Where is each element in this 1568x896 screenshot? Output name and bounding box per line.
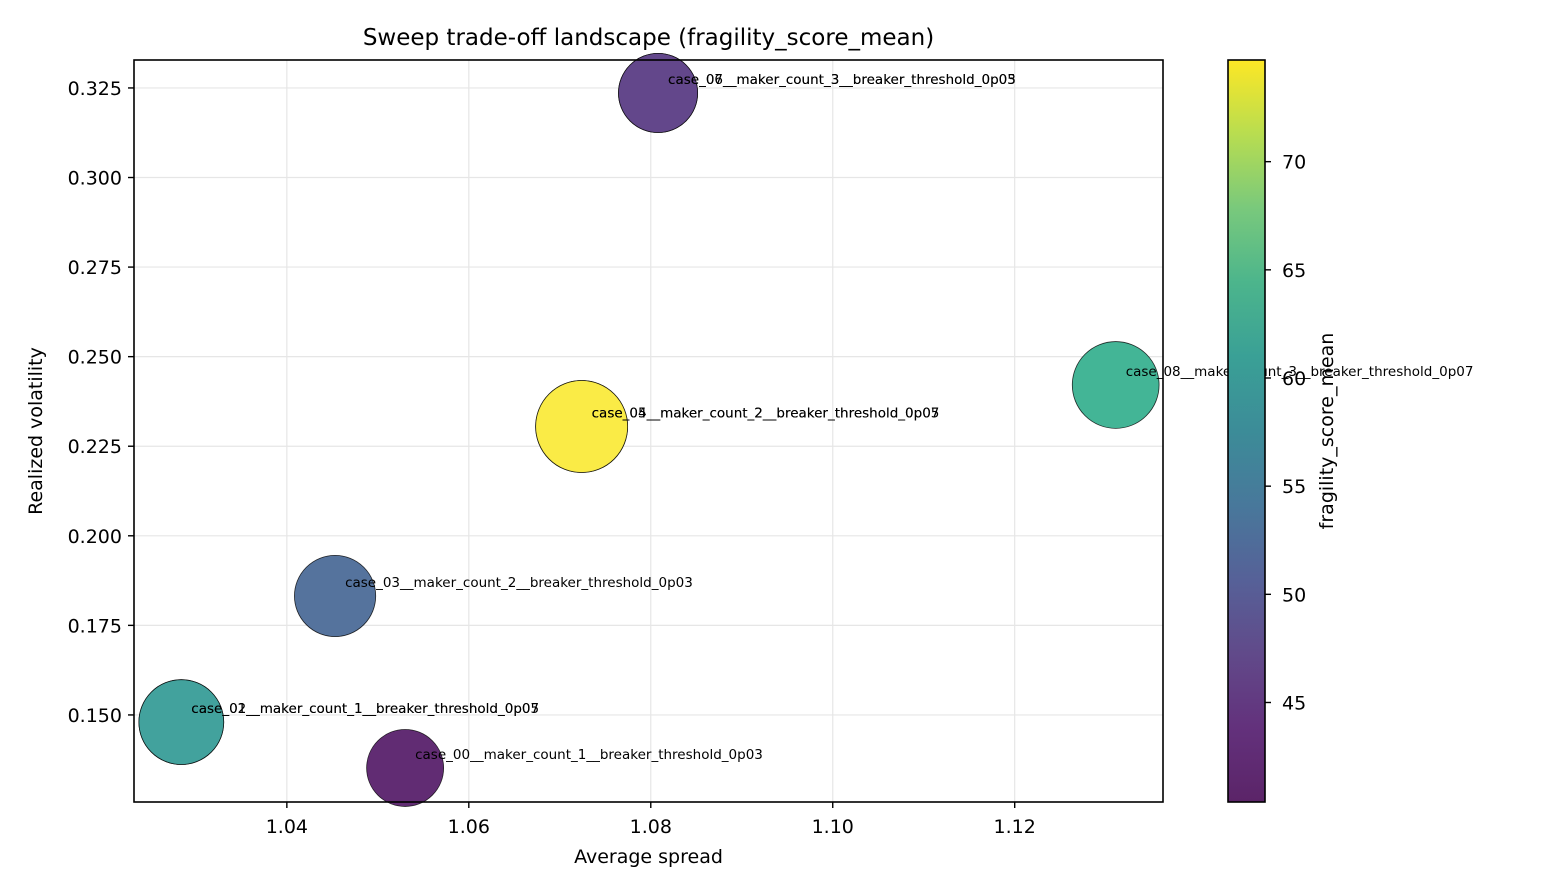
plot-frame	[133, 59, 1164, 803]
colorbar-tick-label: 55	[1282, 476, 1306, 498]
colorbar-ticks: 45 50 55 60 65 70	[1265, 152, 1306, 714]
data-point	[366, 729, 445, 807]
y-tick-label: 0.200	[68, 526, 122, 548]
x-tick-label: 1.04	[266, 816, 308, 838]
y-axis-label: Realized volatility	[25, 347, 47, 515]
data-point	[618, 52, 699, 133]
point-label: case_00__maker_count_1__breaker_threshol…	[415, 747, 763, 763]
x-tick-label: 1.10	[812, 816, 854, 838]
colorbar-label: fragility_score_mean	[1316, 333, 1338, 530]
y-tick-label: 0.250	[68, 347, 122, 369]
x-tick-label: 1.06	[448, 816, 490, 838]
point-annotations: case_00__maker_count_1__breaker_threshol…	[191, 72, 1473, 763]
data-point	[294, 554, 377, 638]
point-label: case_07__maker_count_3__breaker_threshol…	[668, 72, 1016, 88]
colorbar-tick-label: 65	[1282, 260, 1306, 282]
colorbar-tick-label: 60	[1282, 368, 1306, 390]
colorbar-tick-label: 45	[1282, 692, 1306, 714]
y-tick-label: 0.150	[68, 705, 122, 727]
x-axis-ticks: 1.04 1.06 1.08 1.10 1.12	[266, 802, 1036, 838]
data-point	[535, 380, 629, 473]
data-points	[138, 52, 1160, 807]
grid-lines	[134, 60, 1163, 802]
point-label: case_01__maker_count_1__breaker_threshol…	[191, 701, 539, 717]
colorbar-tick-label: 70	[1282, 152, 1306, 174]
point-label: case_02__maker_count_1__breaker_threshol…	[191, 701, 539, 717]
chart-title: Sweep trade-off landscape (fragility_sco…	[363, 25, 934, 51]
x-tick-label: 1.12	[994, 816, 1036, 838]
point-label: case_06__maker_count_3__breaker_threshol…	[668, 72, 1016, 88]
point-label: case_04__maker_count_2__breaker_threshol…	[592, 406, 940, 422]
y-tick-label: 0.225	[68, 436, 122, 458]
data-point	[1071, 341, 1160, 429]
x-tick-label: 1.08	[630, 816, 672, 838]
point-label: case_05__maker_count_2__breaker_threshol…	[592, 406, 940, 422]
y-tick-label: 0.275	[68, 257, 122, 279]
x-axis-label: Average spread	[574, 846, 723, 868]
data-point	[138, 679, 225, 765]
colorbar	[1227, 59, 1266, 803]
point-label: case_08__maker_count_3__breaker_threshol…	[1126, 364, 1474, 380]
point-label: case_03__maker_count_2__breaker_threshol…	[345, 575, 693, 591]
y-tick-label: 0.325	[68, 78, 122, 100]
y-tick-label: 0.300	[68, 168, 122, 190]
y-axis-ticks: 0.150 0.175 0.200 0.225 0.250 0.275 0.300 0.325	[68, 78, 134, 727]
y-tick-label: 0.175	[68, 615, 122, 637]
colorbar-tick-label: 50	[1282, 584, 1306, 606]
